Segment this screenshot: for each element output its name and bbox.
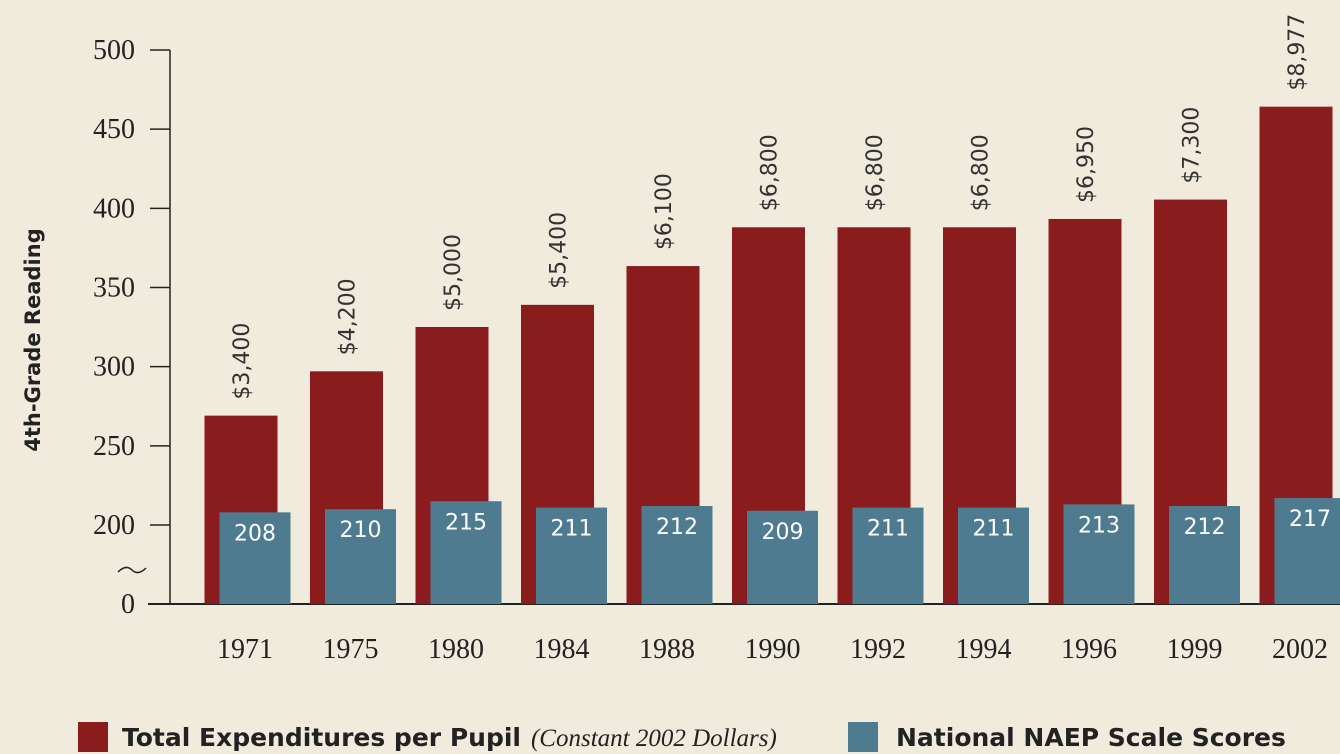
bar [747,510,818,604]
x-tick-label: 1984 [534,634,590,665]
legend-note: (Constant 2002 Dollars) [531,725,777,752]
x-tick-label: 1988 [639,634,695,665]
value-label: 217 [1289,507,1331,532]
value-label: 212 [656,515,698,540]
y-tick-label: 450 [93,114,135,145]
bar [958,507,1029,604]
bar [325,509,396,604]
value-label: 211 [551,517,593,542]
value-label: $6,100 [652,173,677,250]
bar [1169,506,1240,604]
value-label: $4,200 [336,278,361,355]
legend-label: National NAEP Scale Scores [896,723,1286,752]
bar [1274,498,1340,604]
bar [1063,504,1135,604]
value-label: 211 [867,517,909,542]
x-tick-label: 1996 [1061,634,1117,665]
y-tick-label: 250 [93,431,135,462]
y-axis-label: 4th-Grade Reading [21,228,45,451]
x-tick-label: 1980 [428,634,484,665]
value-label: $5,400 [547,212,572,289]
x-tick-label: 1999 [1167,634,1223,665]
y-tick-label: 500 [93,35,135,66]
bar [852,507,924,604]
x-tick-label: 1994 [956,634,1012,665]
value-label: $7,300 [1180,107,1205,184]
value-label: $6,950 [1074,126,1099,203]
value-label: 212 [1184,515,1226,540]
value-label: 211 [973,517,1015,542]
bar [219,512,291,604]
legend-swatch [78,722,108,752]
x-tick-label: 1990 [745,634,801,665]
value-label: $6,800 [969,134,994,211]
legend-name: Total Expenditures per Pupil [122,723,521,752]
x-tick-label: 1971 [217,634,273,665]
value-label: 208 [234,521,276,546]
value-label: 209 [762,520,804,545]
x-tick-label: 2002 [1272,634,1328,665]
value-label: $8,977 [1285,14,1310,91]
x-tick-label: 1975 [323,634,379,665]
bar [430,501,502,604]
value-label: $6,800 [863,134,888,211]
value-label: $5,000 [441,234,466,311]
y-tick-label: 0 [121,589,135,620]
value-label: 215 [445,510,487,535]
value-label: 210 [340,518,382,543]
value-label: $3,400 [230,323,255,400]
axis-break [117,566,147,574]
x-tick-label: 1992 [850,634,906,665]
y-tick-label: 350 [93,273,135,304]
y-tick-label: 200 [93,510,135,541]
bar [536,507,607,604]
legend-label: Total Expenditures per Pupil (Constant 20… [122,723,777,752]
bar [641,506,713,604]
value-label: $6,800 [758,134,783,211]
y-tick-label: 400 [93,193,135,224]
y-tick-label: 300 [93,352,135,383]
legend-swatch [848,722,878,752]
value-label: 213 [1078,513,1120,538]
